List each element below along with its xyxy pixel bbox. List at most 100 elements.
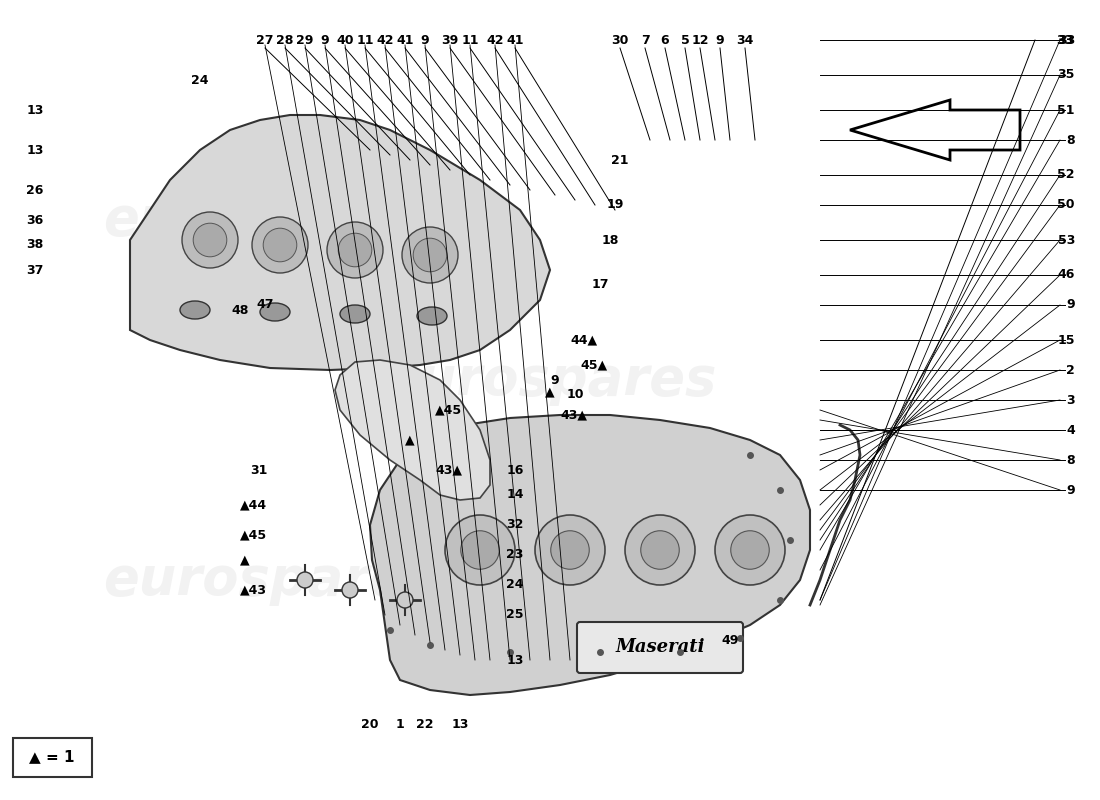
Circle shape (327, 222, 383, 278)
Text: 4: 4 (1066, 423, 1075, 437)
Text: 23: 23 (506, 549, 524, 562)
Circle shape (338, 234, 372, 266)
FancyBboxPatch shape (13, 738, 92, 777)
Text: 8: 8 (1066, 134, 1075, 146)
Ellipse shape (340, 305, 370, 323)
Text: 36: 36 (26, 214, 44, 226)
Text: 33: 33 (1056, 34, 1074, 46)
Text: 22: 22 (416, 718, 433, 731)
Text: 47: 47 (256, 298, 274, 311)
Text: 45▲: 45▲ (580, 358, 607, 371)
Text: 52: 52 (1057, 169, 1075, 182)
Text: eurospares: eurospares (383, 354, 717, 406)
Text: 11: 11 (356, 34, 374, 46)
Text: 14: 14 (506, 489, 524, 502)
Circle shape (263, 228, 297, 262)
Text: 13: 13 (506, 654, 524, 666)
Text: 35: 35 (1057, 69, 1075, 82)
Text: ▲: ▲ (405, 434, 415, 446)
Text: 40: 40 (337, 34, 354, 46)
Text: 24: 24 (191, 74, 209, 86)
Text: 12: 12 (691, 34, 708, 46)
Text: 39: 39 (441, 34, 459, 46)
Text: 9: 9 (716, 34, 724, 46)
Circle shape (446, 515, 515, 585)
Text: eurospares: eurospares (103, 554, 437, 606)
Text: 2: 2 (1066, 363, 1075, 377)
Text: 9: 9 (1066, 483, 1075, 497)
Circle shape (414, 238, 447, 272)
Text: 51: 51 (1057, 103, 1075, 117)
Ellipse shape (260, 303, 290, 321)
Text: 48: 48 (231, 303, 249, 317)
Text: 9: 9 (1066, 298, 1075, 311)
Text: 13: 13 (26, 143, 44, 157)
Circle shape (461, 530, 499, 570)
Circle shape (625, 515, 695, 585)
Circle shape (342, 582, 358, 598)
Text: 25: 25 (506, 609, 524, 622)
Text: 33: 33 (1058, 34, 1075, 46)
Circle shape (730, 530, 769, 570)
Text: 44▲: 44▲ (570, 334, 597, 346)
Text: ▲45: ▲45 (240, 529, 267, 542)
Text: 6: 6 (661, 34, 669, 46)
Text: 18: 18 (602, 234, 618, 246)
Text: 7: 7 (640, 34, 649, 46)
Circle shape (397, 592, 412, 608)
Text: ▲44: ▲44 (240, 498, 267, 511)
Text: ▲43: ▲43 (240, 583, 267, 597)
Text: 13: 13 (451, 718, 469, 731)
Circle shape (551, 530, 590, 570)
Text: 19: 19 (606, 198, 624, 211)
Polygon shape (130, 115, 550, 370)
Text: 43▲: 43▲ (560, 409, 587, 422)
Text: 41: 41 (396, 34, 414, 46)
Text: 42: 42 (376, 34, 394, 46)
Text: 1: 1 (396, 718, 405, 731)
Text: 20: 20 (361, 718, 378, 731)
Text: eurospares: eurospares (103, 194, 437, 246)
Text: 53: 53 (1057, 234, 1075, 246)
Ellipse shape (417, 307, 447, 325)
Text: 9: 9 (420, 34, 429, 46)
Text: 16: 16 (506, 463, 524, 477)
Text: ▲: ▲ (544, 386, 554, 398)
Text: 28: 28 (276, 34, 294, 46)
Text: 41: 41 (506, 34, 524, 46)
Text: ▲45: ▲45 (434, 403, 462, 417)
Text: 5: 5 (681, 34, 690, 46)
Text: 21: 21 (612, 154, 629, 166)
Circle shape (194, 223, 227, 257)
Text: ▲ = 1: ▲ = 1 (30, 750, 75, 765)
Circle shape (535, 515, 605, 585)
Text: 9: 9 (551, 374, 559, 386)
Polygon shape (336, 360, 490, 500)
Polygon shape (850, 100, 1020, 160)
Circle shape (715, 515, 785, 585)
Text: 17: 17 (592, 278, 608, 291)
Ellipse shape (180, 301, 210, 319)
Circle shape (640, 530, 680, 570)
Text: 37: 37 (26, 263, 44, 277)
Text: 46: 46 (1057, 269, 1075, 282)
Text: 3: 3 (1066, 394, 1075, 406)
Text: ▲: ▲ (240, 554, 250, 566)
Text: 26: 26 (26, 183, 44, 197)
FancyBboxPatch shape (578, 622, 742, 673)
Circle shape (182, 212, 238, 268)
Circle shape (402, 227, 458, 283)
Text: 34: 34 (736, 34, 754, 46)
Text: 30: 30 (612, 34, 629, 46)
Text: 32: 32 (506, 518, 524, 531)
Text: 8: 8 (1066, 454, 1075, 466)
Text: 9: 9 (321, 34, 329, 46)
Text: 38: 38 (26, 238, 44, 251)
Circle shape (297, 572, 313, 588)
Circle shape (252, 217, 308, 273)
Text: 50: 50 (1057, 198, 1075, 211)
Text: Maserati: Maserati (615, 638, 705, 656)
Text: 15: 15 (1057, 334, 1075, 346)
Text: 42: 42 (486, 34, 504, 46)
Text: 43▲: 43▲ (434, 463, 462, 477)
